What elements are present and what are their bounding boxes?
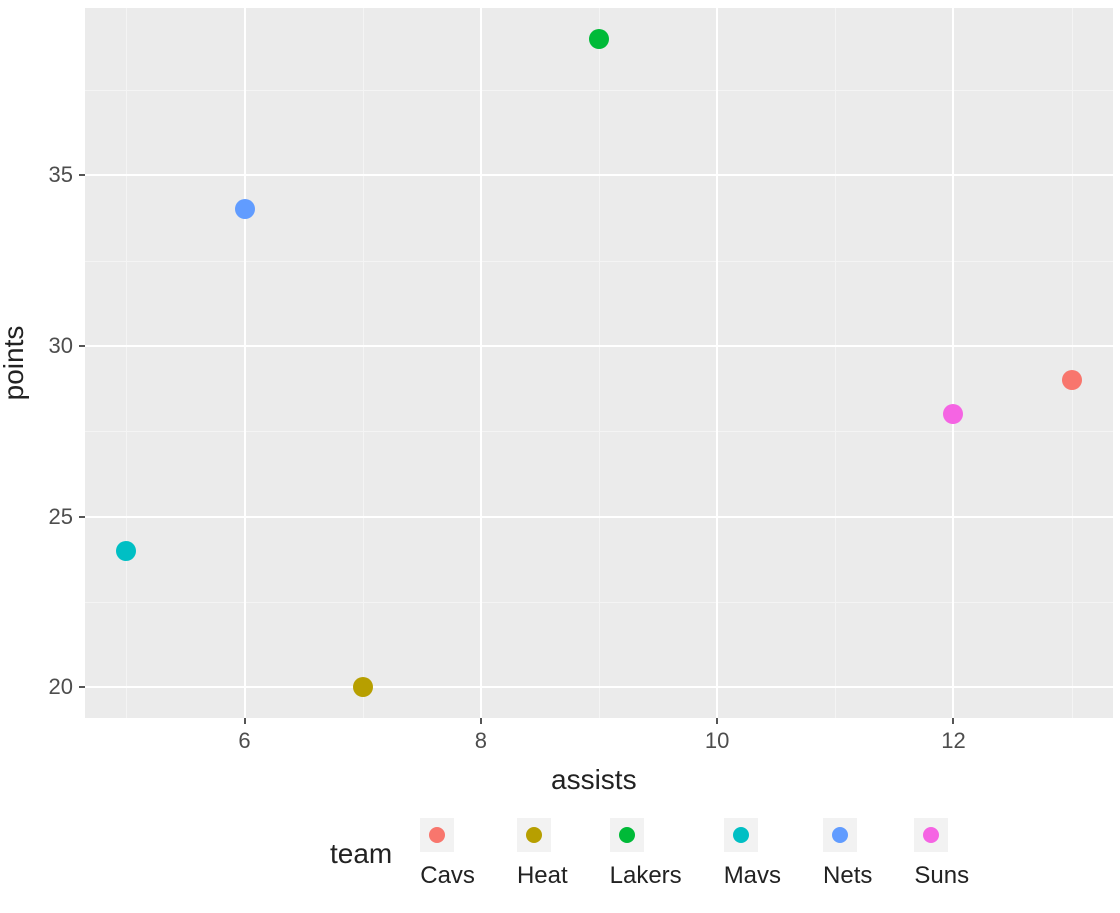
scatter-chart: points assists team Cavs Heat Lakers Mavs Ne… (0, 0, 1120, 913)
legend-dot-icon (923, 827, 939, 843)
legend-dot-icon (832, 827, 848, 843)
gridline-y-major (85, 174, 1113, 176)
y-tick-label: 30 (35, 333, 73, 359)
legend-key (724, 818, 758, 852)
y-tick-mark (79, 345, 85, 347)
data-point (235, 199, 255, 219)
gridline-x-minor (1072, 8, 1073, 718)
legend-title: team (330, 838, 392, 870)
gridline-x-major (952, 8, 954, 718)
legend-dot-icon (619, 827, 635, 843)
gridline-x-minor (126, 8, 127, 718)
legend-key (517, 818, 551, 852)
x-tick-label: 6 (238, 728, 250, 754)
gridline-y-major (85, 345, 1113, 347)
legend-key (610, 818, 644, 852)
data-point (943, 404, 963, 424)
legend-label: Cavs (420, 862, 505, 890)
x-tick-mark (480, 718, 482, 724)
legend-label: Lakers (610, 862, 712, 890)
y-tick-label: 20 (35, 674, 73, 700)
legend-key (420, 818, 454, 852)
x-tick-label: 10 (705, 728, 729, 754)
legend-dot-icon (429, 827, 445, 843)
gridline-y-major (85, 516, 1113, 518)
legend-label: Heat (517, 862, 598, 890)
gridline-x-minor (835, 8, 836, 718)
y-tick-mark (79, 686, 85, 688)
x-tick-mark (952, 718, 954, 724)
y-tick-mark (79, 516, 85, 518)
y-tick-label: 35 (35, 162, 73, 188)
legend-dot-icon (733, 827, 749, 843)
gridline-y-major (85, 686, 1113, 688)
x-tick-mark (716, 718, 718, 724)
data-point (353, 677, 373, 697)
gridline-y-minor (85, 431, 1113, 432)
legend: team Cavs Heat Lakers Mavs Nets Suns (330, 818, 999, 890)
y-axis-title: points (0, 326, 30, 401)
gridline-y-minor (85, 90, 1113, 91)
data-point (116, 541, 136, 561)
x-tick-mark (244, 718, 246, 724)
legend-key (823, 818, 857, 852)
y-tick-mark (79, 174, 85, 176)
gridline-x-minor (363, 8, 364, 718)
data-point (589, 29, 609, 49)
legend-label: Mavs (724, 862, 811, 890)
gridline-y-minor (85, 261, 1113, 262)
legend-label: Nets (823, 862, 902, 890)
legend-label: Suns (914, 862, 999, 890)
gridline-x-major (716, 8, 718, 718)
gridline-x-major (244, 8, 246, 718)
gridline-y-minor (85, 602, 1113, 603)
gridline-x-major (480, 8, 482, 718)
data-point (1062, 370, 1082, 390)
x-tick-label: 12 (941, 728, 965, 754)
x-tick-label: 8 (475, 728, 487, 754)
x-axis-title: assists (551, 764, 637, 796)
legend-grid: Cavs Heat Lakers Mavs Nets Suns (420, 818, 999, 890)
legend-key (914, 818, 948, 852)
legend-dot-icon (526, 827, 542, 843)
gridline-x-minor (599, 8, 600, 718)
y-tick-label: 25 (35, 504, 73, 530)
